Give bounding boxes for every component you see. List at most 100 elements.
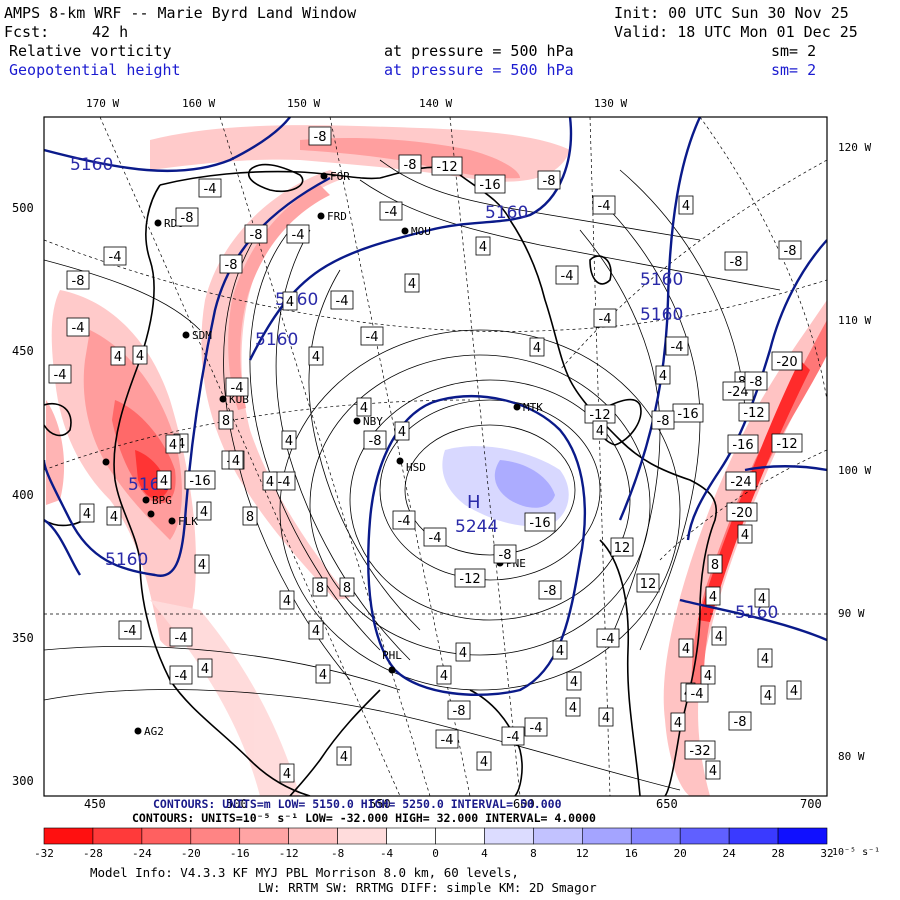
vorticity-label: 4 (286, 295, 294, 310)
colorbar-swatch (435, 827, 485, 845)
vorticity-label-box (565, 697, 581, 717)
vorticity-label: -8 (784, 244, 797, 259)
station-label: HSD (406, 461, 426, 474)
vorticity-label-box (279, 590, 295, 610)
vorticity-label: 4 (758, 592, 766, 607)
vorticity-label: 4 (83, 507, 91, 522)
vorticity-label-box (555, 265, 579, 285)
vorticity-label: -8 (181, 211, 194, 226)
height-label: 5160 (735, 603, 778, 623)
vorticity-label: 4 (764, 689, 772, 704)
colorbar-tick: -28 (83, 847, 103, 860)
height-contours (44, 117, 827, 697)
station-label: NBY (363, 415, 383, 428)
vorticity-label: -4 (366, 330, 379, 345)
vorticity-label-box (707, 554, 723, 574)
vorticity-label: -4 (598, 199, 611, 214)
vorticity-label-box (592, 420, 608, 440)
colorbar-tick-labels: -32 -28 -24 -20 -16 -12 -8 -4 0 4 8 12 16 20 24 28 32 (34, 847, 834, 860)
vorticity-label-box (566, 671, 582, 691)
vorticity-label: 4 (569, 701, 577, 716)
y-tick-label: 450 (12, 344, 34, 358)
vorticity-label-box (476, 751, 492, 771)
vorticity-label: -24 (727, 385, 748, 400)
vorticity-label: -4 (54, 368, 67, 383)
colorbar-swatch (533, 827, 583, 845)
vorticity-label-box (312, 577, 328, 597)
vorticity-label-box (771, 351, 803, 371)
init-time: Init: 00 UTC Sun 30 Nov 25 (614, 4, 849, 22)
vorticity-label-box (197, 658, 213, 678)
vorticity-label: -24 (730, 475, 751, 490)
y-tick-label: 350 (12, 631, 34, 645)
vorticity-label: -4 (175, 669, 188, 684)
vorticity-label: -12 (776, 437, 797, 452)
height-label: 5160 (70, 155, 113, 175)
vorticity-label-box (474, 174, 506, 194)
vorticity-label: -8 (734, 715, 747, 730)
vorticity-label-box (48, 364, 72, 384)
vorticity-label: -8 (657, 414, 670, 429)
vorticity-label-box (728, 711, 752, 731)
vorticity-label-box (194, 554, 210, 574)
colorbar-tick: 16 (625, 847, 638, 860)
vorticity-label-box (279, 763, 295, 783)
field1-smoothing: sm= 2 (771, 42, 817, 60)
vorticity-label-box (524, 512, 556, 532)
vorticity-label-box (685, 683, 709, 703)
vorticity-label-box (392, 510, 416, 530)
vorticity-label: -4 (429, 531, 442, 546)
vorticity-label-box (598, 707, 614, 727)
vorticity-label: -4 (231, 381, 244, 396)
vorticity-label: 4 (114, 350, 122, 365)
vorticity-label: 4 (398, 425, 406, 440)
vorticity-label: -4 (398, 514, 411, 529)
vorticity-label-box (705, 586, 721, 606)
vorticity-label: -4 (109, 250, 122, 265)
vorticity-label-box (725, 471, 757, 491)
vorticity-label: -4 (602, 632, 615, 647)
vorticity-label-box (110, 346, 126, 366)
map-plot-area: RDO FRD MOU SDM KUB NBY MTK HSD BPG FLK … (44, 117, 827, 796)
right-longitude-labels: 120 W 110 W 100 W 90 W 80 W (838, 141, 871, 763)
vorticity-label-box (760, 685, 776, 705)
colorbar-units: 10⁻⁵ s⁻¹ (832, 847, 880, 858)
colorbar-tick: 20 (674, 847, 687, 860)
vorticity-label: 4 (682, 642, 690, 657)
vorticity-label-box (705, 760, 721, 780)
vorticity-label: 4 (674, 716, 682, 731)
vorticity-label: -12 (436, 160, 457, 175)
vorticity-label-box (610, 537, 634, 557)
vorticity-label: 4 (232, 454, 240, 469)
vorticity-label: 4 (715, 630, 723, 645)
vorticity-label-box (379, 201, 403, 221)
vorticity-label-box (737, 524, 753, 544)
vorticity-label: 4 (312, 624, 320, 639)
field2-level: at pressure = 500 hPa (384, 61, 574, 79)
vorticity-label: -4 (530, 721, 543, 736)
vorticity-label-box (103, 246, 127, 266)
vorticity-label-box (169, 627, 193, 647)
vorticity-label: -16 (677, 407, 698, 422)
vorticity-label-box (537, 170, 561, 190)
vorticity-label-box (169, 665, 193, 685)
station-label: FLK (178, 515, 198, 528)
forecast-hour: 42 h (92, 23, 129, 41)
vorticity-label: 4 (201, 662, 209, 677)
vorticity-label-box (175, 207, 199, 227)
vorticity-label-box (196, 501, 212, 521)
vorticity-label: -8 (225, 258, 238, 273)
vorticity-label: 4 (136, 349, 144, 364)
vorticity-label-box (106, 506, 122, 526)
height-label: 5160 (105, 550, 148, 570)
colorbar-tick: -16 (230, 847, 250, 860)
vorticity-label: 4 (110, 510, 118, 525)
vorticity-label-box (678, 638, 694, 658)
model-info-line: Model Info: V4.3.3 KF MYJ PBL Morrison 8… (90, 865, 519, 880)
vorticity-label: 8 (222, 414, 230, 429)
vorticity-label-box (244, 224, 268, 244)
vorticity-label: -16 (479, 178, 500, 193)
vorticity-label-box (596, 628, 620, 648)
x-tick-label: 650 (656, 797, 678, 811)
lon-label: 160 W (182, 97, 215, 110)
